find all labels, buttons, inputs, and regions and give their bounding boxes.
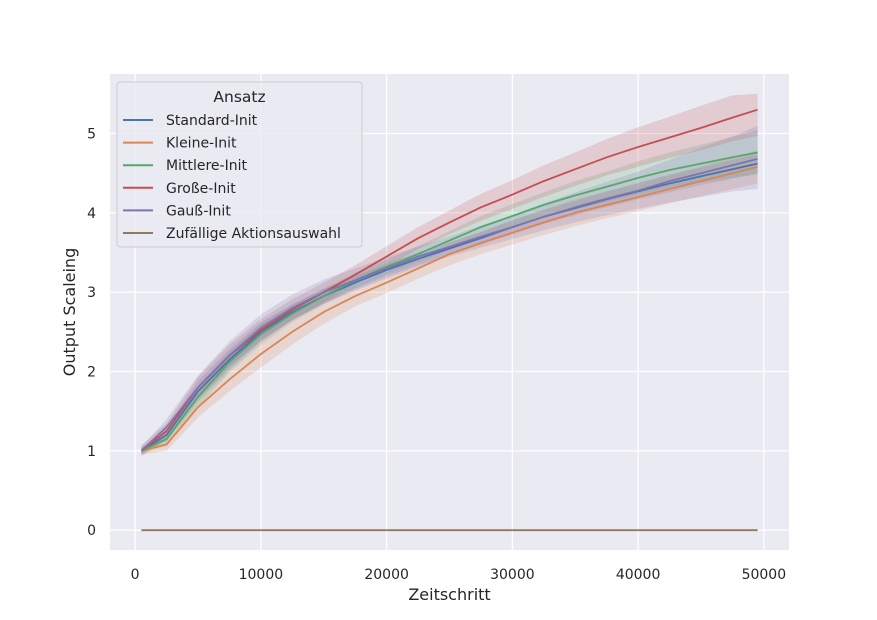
x-axis-label: Zeitschritt	[408, 585, 490, 604]
y-tick-label: 5	[87, 127, 96, 143]
band-0	[141, 154, 758, 454]
band-1	[141, 150, 758, 455]
y-tick-label: 0	[87, 523, 96, 539]
legend-label-4: Gauß-Init	[166, 203, 231, 219]
x-tick-label: 20000	[364, 567, 409, 583]
series-line-1	[141, 165, 758, 452]
y-tick-label: 2	[87, 365, 96, 381]
x-tick-label: 30000	[490, 567, 535, 583]
y-axis-label: Output Scaleing	[60, 248, 79, 376]
x-axis-ticks: 0 10000 20000 30000 40000 50000	[131, 567, 786, 583]
grid	[110, 74, 789, 550]
series-line-0	[140, 162, 758, 452]
x-tick-label: 50000	[742, 567, 787, 583]
legend-label-3: Große-Init	[166, 181, 236, 197]
legend-box	[116, 81, 363, 248]
y-tick-label: 4	[87, 206, 96, 222]
legend: Ansatz Standard-Init Kleine-Init Mittlere-…	[116, 81, 363, 248]
series-line-4	[140, 158, 758, 452]
x-tick-label: 0	[131, 567, 140, 583]
y-tick-label: 3	[87, 285, 96, 301]
band-2	[141, 130, 758, 455]
y-axis-ticks: 0 1 2 3 4 5	[87, 127, 96, 540]
series-lines	[140, 108, 758, 532]
legend-label-1: Kleine-Init	[166, 136, 237, 152]
x-tick-label: 40000	[616, 567, 661, 583]
legend-title: Ansatz	[213, 88, 265, 106]
y-tick-label: 1	[87, 444, 96, 460]
legend-label-5: Zufällige Aktionsauswahl	[166, 226, 341, 242]
band-4	[141, 125, 758, 455]
x-tick-label: 10000	[239, 567, 284, 583]
legend-label-2: Mittlere-Init	[166, 158, 247, 174]
legend-label-0: Standard-Init	[166, 113, 258, 129]
legend-items: Standard-Init Kleine-Init Mittlere-Init Gro…	[123, 113, 341, 242]
series-line-2	[141, 151, 758, 452]
